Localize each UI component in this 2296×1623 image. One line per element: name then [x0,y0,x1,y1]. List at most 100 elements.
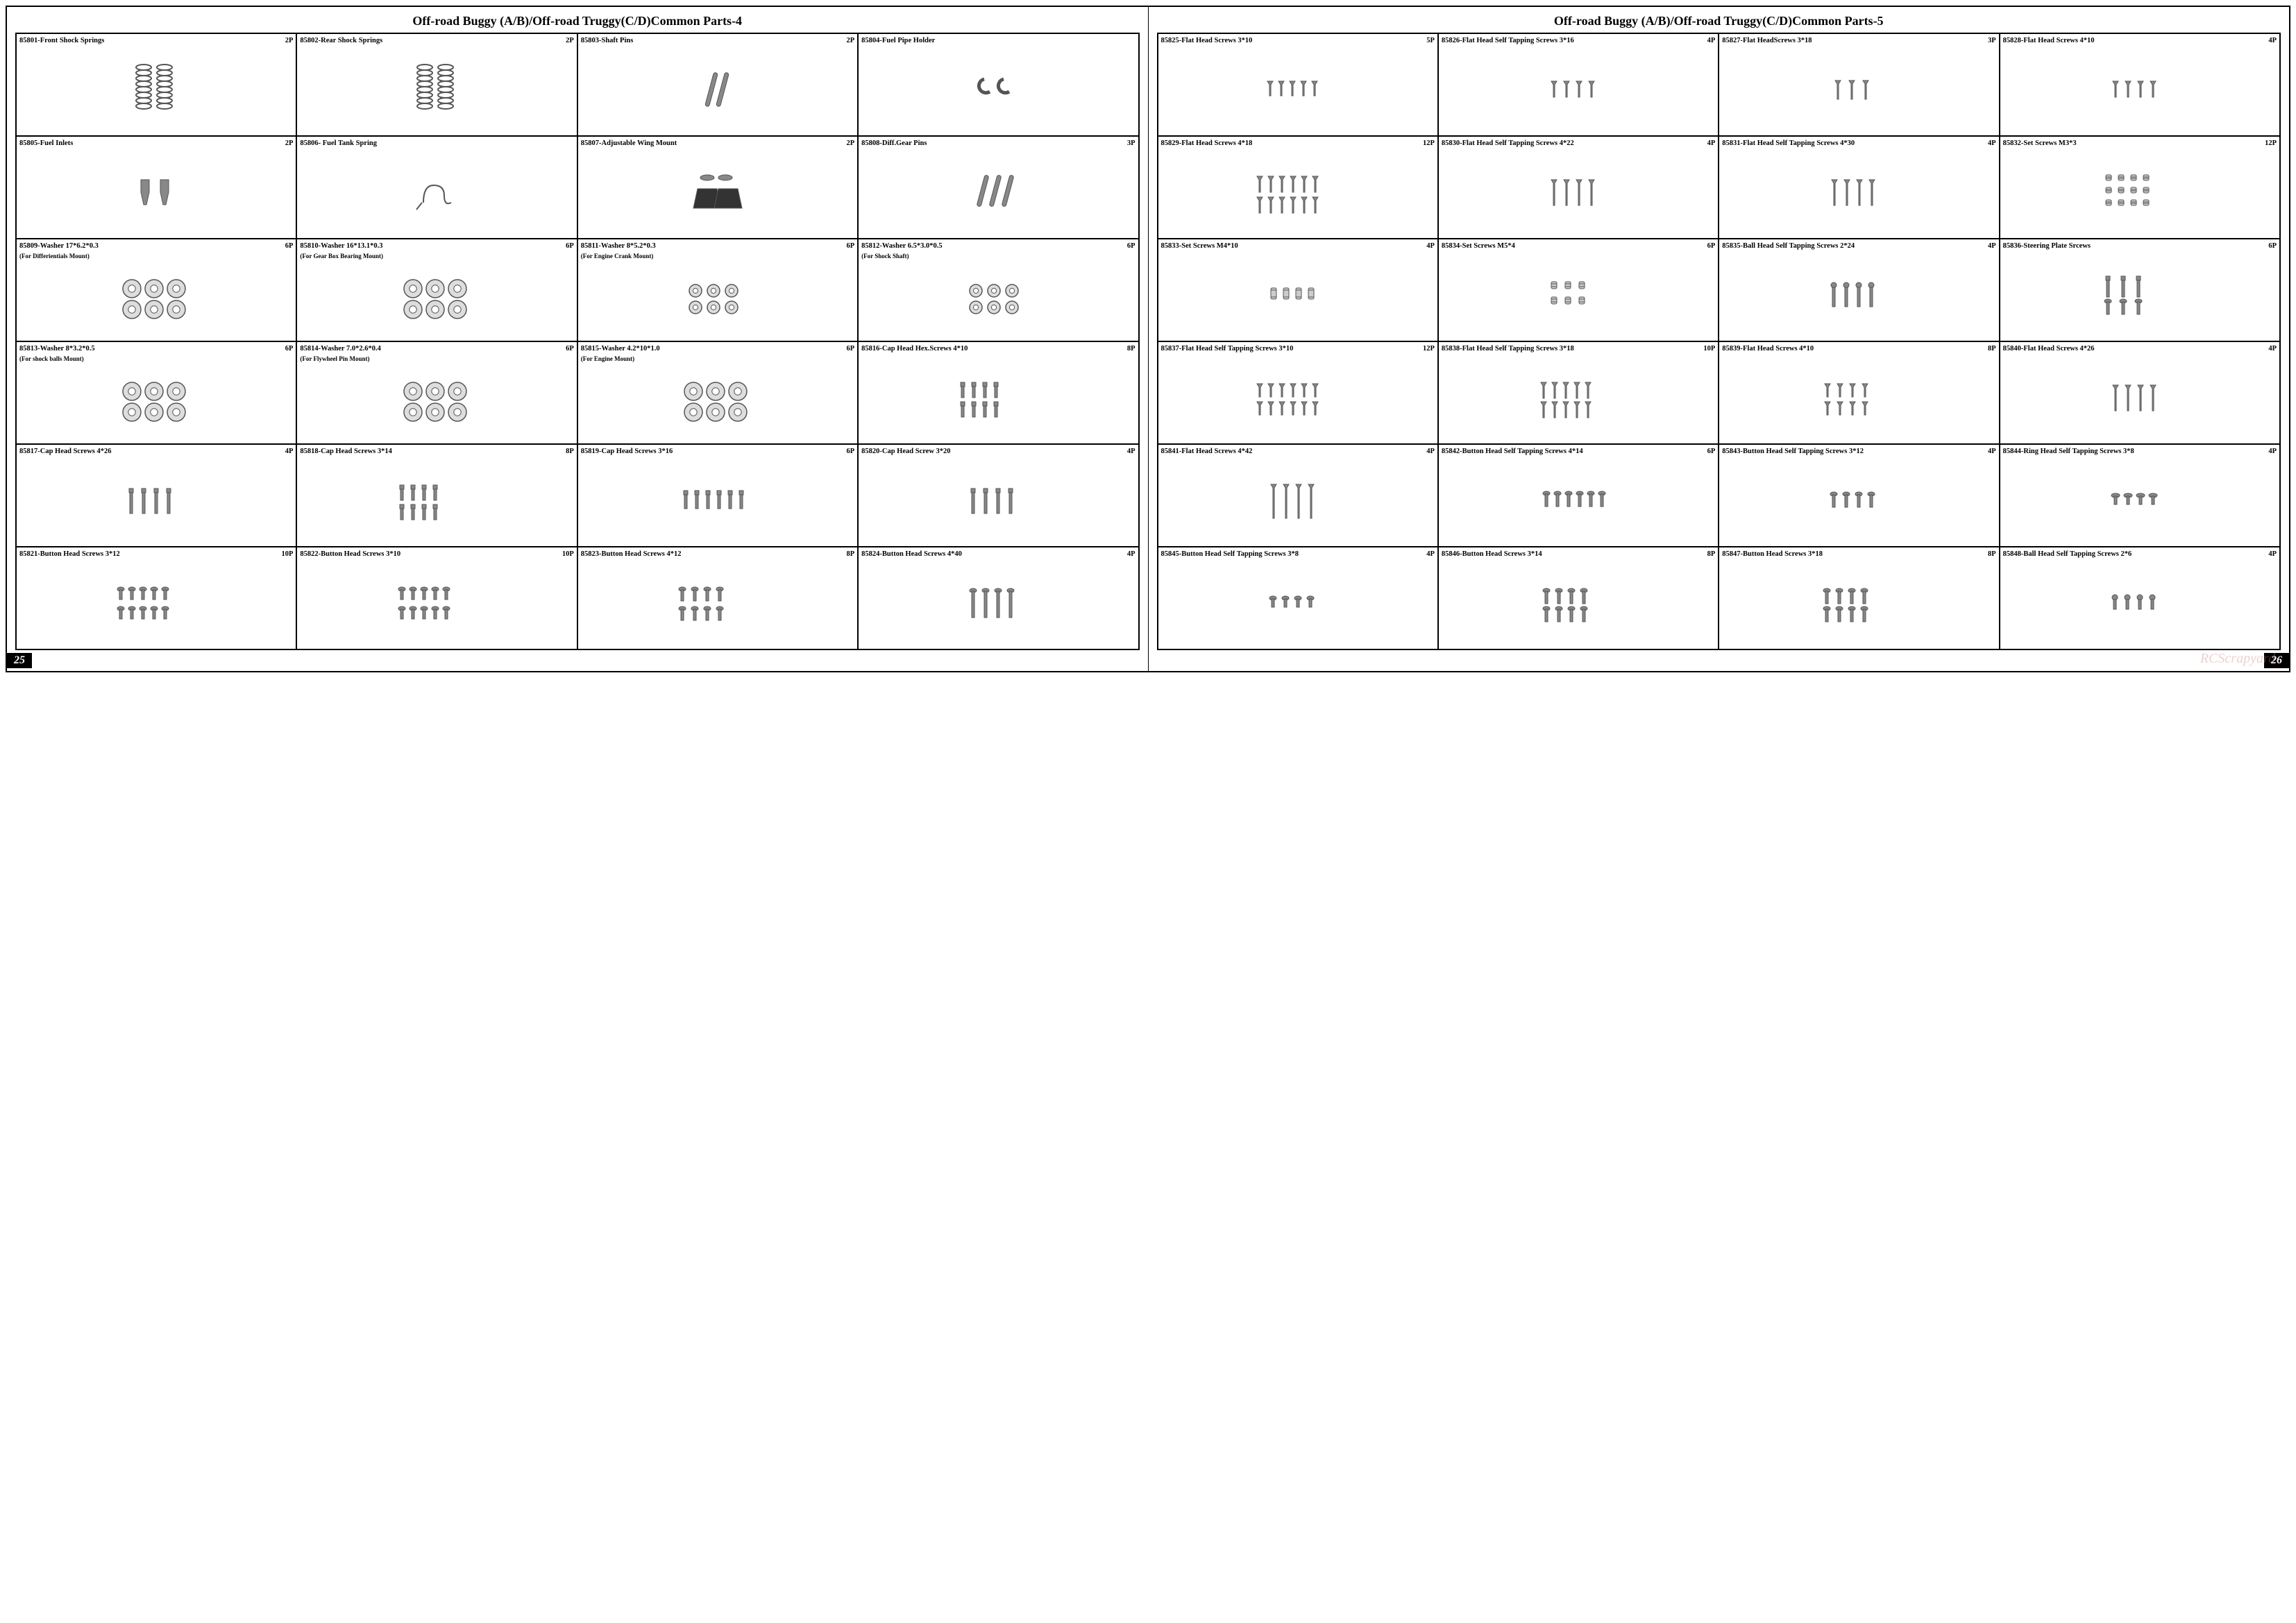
part-number: 85844-Ring Head Self Tapping Screws 3*8 [2003,448,2134,457]
page-title-left: Off-road Buggy (A/B)/Off-road Truggy(C/D… [15,14,1140,28]
parts-cell: 85842-Button Head Self Tapping Screws 4*… [1438,444,1719,547]
cell-header: 85840-Flat Head Screws 4*264P [2003,345,2277,354]
part-icon [300,47,573,133]
part-icon [300,364,573,441]
part-icon [2003,150,2277,235]
part-qty: 10P [562,550,574,559]
parts-cell: 85802-Rear Shock Springs2P [296,33,577,136]
part-icon [1442,150,1715,235]
part-qty: 6P [566,345,574,354]
cell-header: 85830-Flat Head Self Tapping Screws 4*22… [1442,139,1715,148]
part-number: 85829-Flat Head Screws 4*18 [1161,139,1253,148]
parts-cell: 85833-Set Screws M4*104P [1158,239,1438,341]
parts-cell: 85832-Set Screws M3*312P [2000,136,2280,239]
part-qty: 4P [2268,37,2277,46]
part-number: 85807-Adjustable Wing Mount [581,139,677,148]
part-qty: 4P [2268,550,2277,559]
parts-cell: 85834-Set Screws M5*46P [1438,239,1719,341]
part-qty: 4P [1988,242,1996,251]
parts-cell: 85847-Button Head Screws 3*188P [1719,547,1999,649]
part-qty: 2P [846,37,854,46]
part-qty: 8P [1707,550,1716,559]
part-number: 85824-Button Head Screws 4*40 [861,550,962,559]
part-icon [300,458,573,543]
parts-cell: 85808-Diff.Gear Pins3P [858,136,1138,239]
cell-header: 85814-Washer 7.0*2.6*0.4 6P [300,345,573,354]
cell-header: 85847-Button Head Screws 3*188P [1722,550,1995,559]
part-number: 85840-Flat Head Screws 4*26 [2003,345,2095,354]
part-icon [581,458,854,543]
part-qty: 12P [1423,345,1435,354]
part-number: 85820-Cap Head Screw 3*20 [861,448,950,457]
cell-header: 85802-Rear Shock Springs2P [300,37,573,46]
cell-subtitle: (For Gear Box Bearing Mount) [300,253,573,260]
part-icon [2003,561,2277,646]
parts-cell: 85829-Flat Head Screws 4*1812P [1158,136,1438,239]
cell-subtitle: (For Engine Crank Mount) [581,253,854,260]
part-icon [2003,458,2277,543]
parts-cell: 85827-Flat HeadScrews 3*183P [1719,33,1999,136]
part-icon [861,261,1135,338]
part-qty: 4P [1426,550,1435,559]
part-icon [861,561,1135,646]
part-number: 85828-Flat Head Screws 4*10 [2003,37,2095,46]
part-qty: 4P [1988,448,1996,457]
part-icon [19,561,293,646]
part-icon [1161,458,1435,543]
cell-header: 85823-Button Head Screws 4*128P [581,550,854,559]
parts-cell: 85810-Washer 16*13.1*0.36P (For Gear Box … [296,239,577,341]
part-qty: 2P [846,139,854,148]
part-number: 85814-Washer 7.0*2.6*0.4 [300,345,380,354]
part-icon [1161,561,1435,646]
part-icon [19,364,293,441]
part-qty: 4P [1127,550,1136,559]
part-number: 85826-Flat Head Self Tapping Screws 3*16 [1442,37,1574,46]
part-icon [19,47,293,133]
parts-cell: 85819-Cap Head Screws 3*166P [577,444,858,547]
part-qty: 10P [281,550,293,559]
cell-header: 85806- Fuel Tank Spring [300,139,573,148]
part-qty: 2P [285,139,294,148]
part-qty: 4P [1127,448,1136,457]
parts-cell: 85837-Flat Head Self Tapping Screws 3*10… [1158,341,1438,444]
part-qty: 8P [846,550,854,559]
cell-header: 85819-Cap Head Screws 3*166P [581,448,854,457]
part-qty: 6P [566,242,574,251]
part-qty: 6P [1707,448,1716,457]
cell-header: 85810-Washer 16*13.1*0.36P [300,242,573,251]
parts-cell: 85836-Steering Plate Srcews6P [2000,239,2280,341]
parts-cell: 85845-Button Head Self Tapping Screws 3*… [1158,547,1438,649]
cell-header: 85836-Steering Plate Srcews6P [2003,242,2277,251]
part-qty: 4P [1707,37,1716,46]
parts-cell: 85843-Button Head Self Tapping Screws 3*… [1719,444,1999,547]
part-number: 85831-Flat Head Self Tapping Screws 4*30 [1722,139,1855,148]
part-icon [1442,458,1715,543]
part-icon [581,561,854,646]
part-number: 85839-Flat Head Screws 4*10 [1722,345,1814,354]
cell-header: 85809-Washer 17*6.2*0.36P [19,242,293,251]
part-number: 85846-Button Head Screws 3*14 [1442,550,1542,559]
part-qty: 6P [1127,242,1136,251]
cell-header: 85812-Washer 6.5*3.0*0.56P [861,242,1135,251]
part-number: 85837-Flat Head Self Tapping Screws 3*10 [1161,345,1294,354]
cell-header: 85834-Set Screws M5*46P [1442,242,1715,251]
part-icon [581,47,854,133]
cell-header: 85839-Flat Head Screws 4*108P [1722,345,1995,354]
part-icon [1722,458,1995,543]
part-number: 85833-Set Screws M4*10 [1161,242,1238,251]
part-number: 85805-Fuel Inlets [19,139,73,148]
part-icon [19,150,293,235]
cell-header: 85828-Flat Head Screws 4*10 4P [2003,37,2277,46]
part-number: 85841-Flat Head Screws 4*42 [1161,448,1253,457]
part-icon [1442,355,1715,441]
cell-header: 85813-Washer 8*3.2*0.56P [19,345,293,354]
parts-cell: 85809-Washer 17*6.2*0.36P(For Differient… [16,239,296,341]
part-number: 85825-Flat Head Screws 3*10 [1161,37,1253,46]
part-qty: 10P [1703,345,1715,354]
part-icon [1442,253,1715,338]
part-icon [1161,253,1435,338]
part-qty: 4P [1707,139,1716,148]
part-number: 85836-Steering Plate Srcews [2003,242,2091,251]
part-qty: 6P [1707,242,1716,251]
cell-header: 85818-Cap Head Screws 3*148P [300,448,573,457]
